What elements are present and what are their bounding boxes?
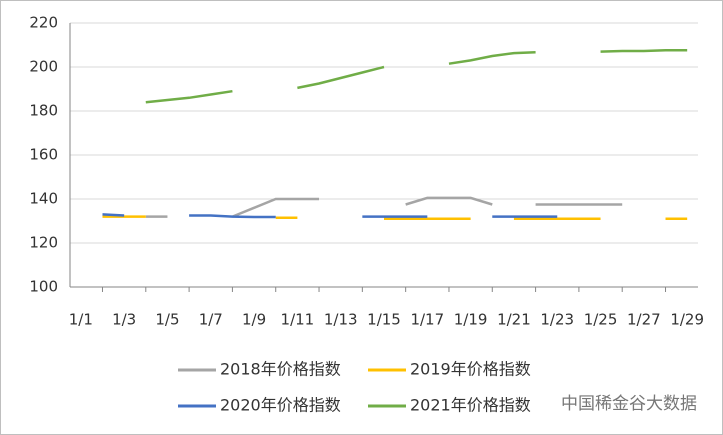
x-tick-label: 1/29 xyxy=(670,311,704,329)
y-tick-label: 160 xyxy=(29,146,58,164)
x-tick-label: 1/17 xyxy=(410,311,444,329)
x-tick-label: 1/27 xyxy=(627,311,661,329)
x-tick-label: 1/1 xyxy=(69,311,93,329)
y-tick-label: 200 xyxy=(29,58,58,76)
y-tick-label: 220 xyxy=(29,14,58,32)
legend-label: 2018年价格指数 xyxy=(220,360,341,379)
x-tick-label: 1/7 xyxy=(199,311,223,329)
x-tick-label: 1/15 xyxy=(367,311,401,329)
x-tick-label: 1/25 xyxy=(584,311,618,329)
x-tick-label: 1/9 xyxy=(242,311,266,329)
x-tick-label: 1/3 xyxy=(112,311,136,329)
legend-label: 2019年价格指数 xyxy=(410,360,531,379)
x-tick-label: 1/21 xyxy=(497,311,531,329)
series-line xyxy=(145,196,623,218)
x-tick-label: 1/5 xyxy=(155,311,179,329)
y-tick-label: 100 xyxy=(29,278,58,296)
y-tick-label: 140 xyxy=(29,190,58,208)
x-tick-label: 1/23 xyxy=(540,311,574,329)
series-line xyxy=(102,213,558,219)
series-line xyxy=(145,49,688,104)
x-tick-label: 1/11 xyxy=(281,311,315,329)
x-tick-label: 1/13 xyxy=(324,311,358,329)
legend-label: 2020年价格指数 xyxy=(220,396,341,415)
series-line xyxy=(102,215,688,221)
watermark: 中国稀金谷大数据 xyxy=(561,394,697,414)
legend-label: 2021年价格指数 xyxy=(410,396,531,415)
x-tick-label: 1/19 xyxy=(454,311,488,329)
y-tick-label: 180 xyxy=(29,102,58,120)
y-tick-label: 120 xyxy=(29,234,58,252)
